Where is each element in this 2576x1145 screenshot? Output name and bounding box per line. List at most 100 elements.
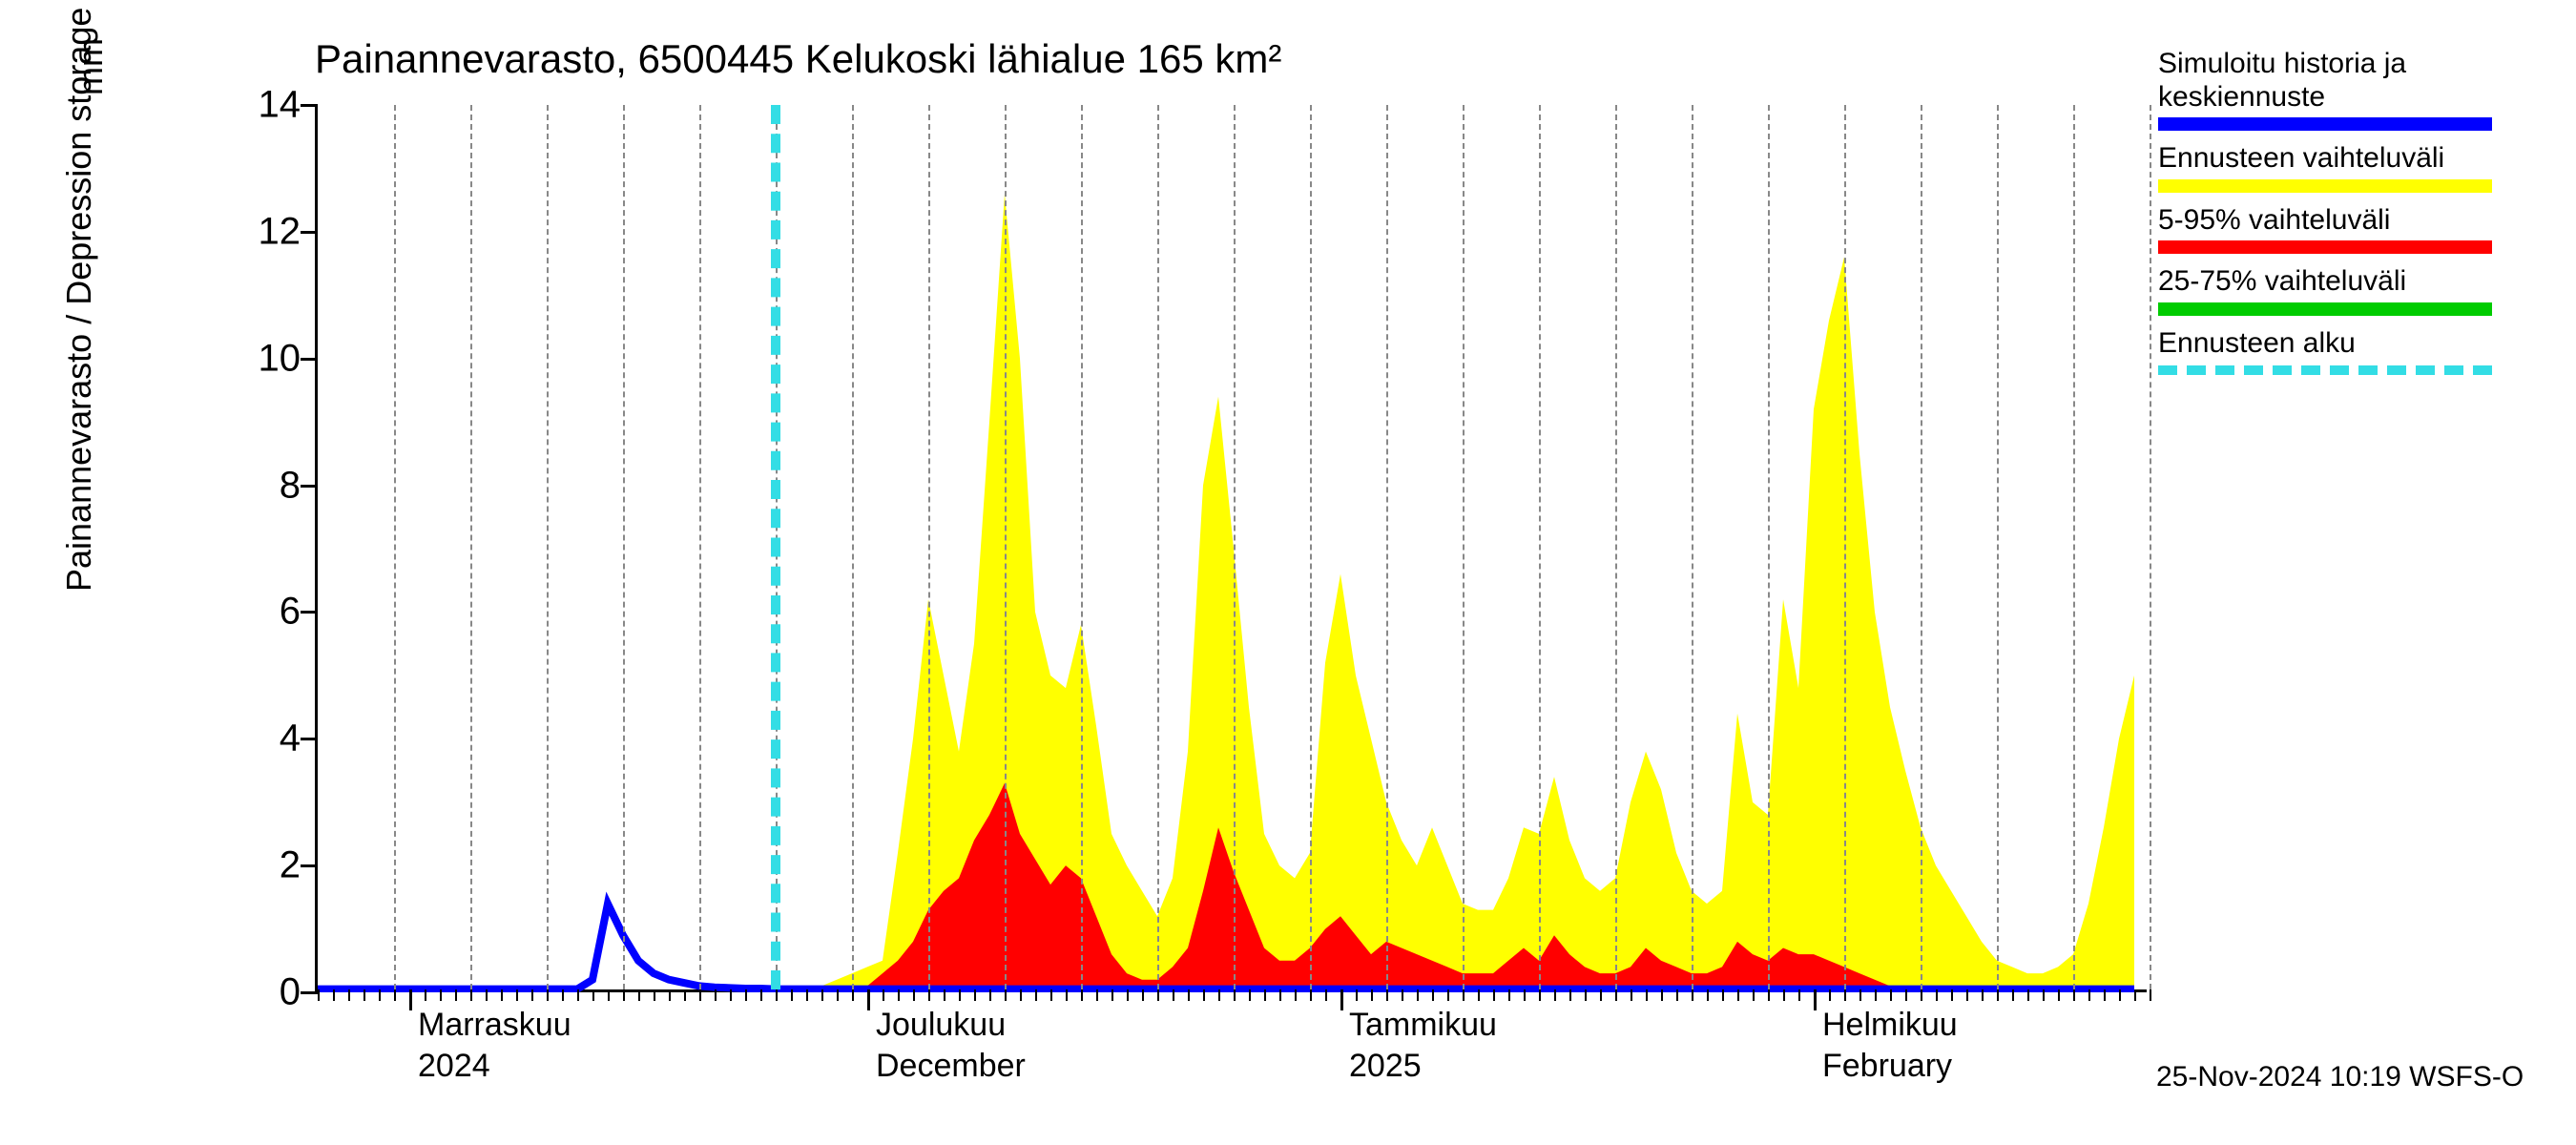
legend-swatch [2158,179,2492,193]
xtick-minor [1676,989,1678,1001]
xtick-minor [1508,989,1510,1001]
xtick-minor [1600,989,1602,1001]
xtick-label: Tammikuu [1349,1007,1497,1044]
xtick-minor [1646,989,1648,1001]
xtick-minor [547,989,549,1001]
xtick-minor [531,989,533,1001]
gridline-v [1768,105,1770,989]
xtick-minor [806,989,808,1001]
xtick-minor [989,989,991,1001]
xtick-sublabel: February [1822,1048,1952,1085]
xtick-minor [944,989,945,1001]
xtick-sublabel: 2024 [418,1048,490,1085]
ytick-label: 0 [280,971,301,1014]
gridline-v [1844,105,1846,989]
xtick-minor [1844,989,1846,1001]
gridline-v [623,105,625,989]
ytick-mark [301,104,318,107]
gridline-v [1997,105,1999,989]
xtick-minor [699,989,701,1001]
xtick-minor [379,989,381,1001]
xtick-minor [1356,989,1358,1001]
xtick-minor [638,989,640,1001]
legend-swatch [2158,117,2492,131]
legend-label: Ennusteen alku [2158,327,2568,361]
xtick-minor [1875,989,1877,1001]
xtick-minor [1447,989,1449,1001]
xtick-minor [425,989,426,1001]
chart-container: Painannevarasto, 6500445 Kelukoski lähia… [0,0,2576,1145]
xtick-minor [562,989,564,1001]
xtick-minor [745,989,747,1001]
ytick-label: 2 [280,844,301,887]
xtick-minor [1692,989,1693,1001]
xtick-minor [1524,989,1526,1001]
xtick-minor [837,989,839,1001]
legend-label: 5-95% vaihteluväli [2158,204,2568,238]
xtick-minor [1859,989,1861,1001]
xtick-minor [486,989,488,1001]
xtick-minor [348,989,350,1001]
ytick-mark [301,485,318,488]
xtick-minor [577,989,579,1001]
xtick-minor [1234,989,1236,1001]
ytick-label: 12 [259,210,301,253]
xtick-minor [516,989,518,1001]
xtick-minor [1432,989,1434,1001]
xtick-minor [1768,989,1770,1001]
xtick-sublabel: 2025 [1349,1048,1422,1085]
xtick-minor [501,989,503,1001]
xtick-minor [1890,989,1892,1001]
xtick-minor [2119,989,2121,1001]
xtick-minor [1142,989,1144,1001]
xtick-minor [1264,989,1266,1001]
xtick-minor [883,989,884,1001]
xtick-minor [1585,989,1587,1001]
ytick-label: 10 [259,337,301,380]
ytick-mark [301,738,318,740]
forecast-start-line [771,105,780,989]
gridline-v [928,105,930,989]
xtick-minor [913,989,915,1001]
yaxis-unit: mm [71,38,111,95]
xtick-minor [1386,989,1388,1001]
xtick-minor [760,989,762,1001]
xtick-minor [959,989,961,1001]
xtick-major [1340,989,1343,1010]
xtick-minor [669,989,671,1001]
gridline-v [1921,105,1922,989]
xtick-minor [1478,989,1480,1001]
xtick-minor [898,989,900,1001]
xtick-minor [2043,989,2045,1001]
gridline-v [699,105,701,989]
xtick-major [867,989,870,1010]
xtick-minor [852,989,854,1001]
xtick-minor [1066,989,1068,1001]
gridline-v [1081,105,1083,989]
chart-title: Painannevarasto, 6500445 Kelukoski lähia… [315,36,1281,82]
xtick-minor [730,989,732,1001]
xtick-minor [1020,989,1022,1001]
xtick-minor [470,989,472,1001]
xtick-minor [1722,989,1724,1001]
xtick-minor [1539,989,1541,1001]
xtick-minor [1783,989,1785,1001]
xtick-minor [1921,989,1922,1001]
xtick-minor [1554,989,1556,1001]
xtick-minor [364,989,365,1001]
xtick-minor [1035,989,1037,1001]
xtick-minor [1661,989,1663,1001]
xtick-minor [1463,989,1465,1001]
xtick-minor [1005,989,1007,1001]
xtick-minor [1493,989,1495,1001]
xtick-minor [2104,989,2106,1001]
legend-item: Simuloitu historia ja keskiennuste [2158,48,2568,131]
ytick-mark [301,611,318,614]
xtick-minor [2088,989,2090,1001]
legend-swatch [2158,302,2492,316]
xtick-minor [1417,989,1419,1001]
xtick-minor [455,989,457,1001]
legend-item: Ennusteen vaihteluväli [2158,142,2568,193]
legend-item: 25-75% vaihteluväli [2158,265,2568,316]
xtick-minor [1371,989,1373,1001]
